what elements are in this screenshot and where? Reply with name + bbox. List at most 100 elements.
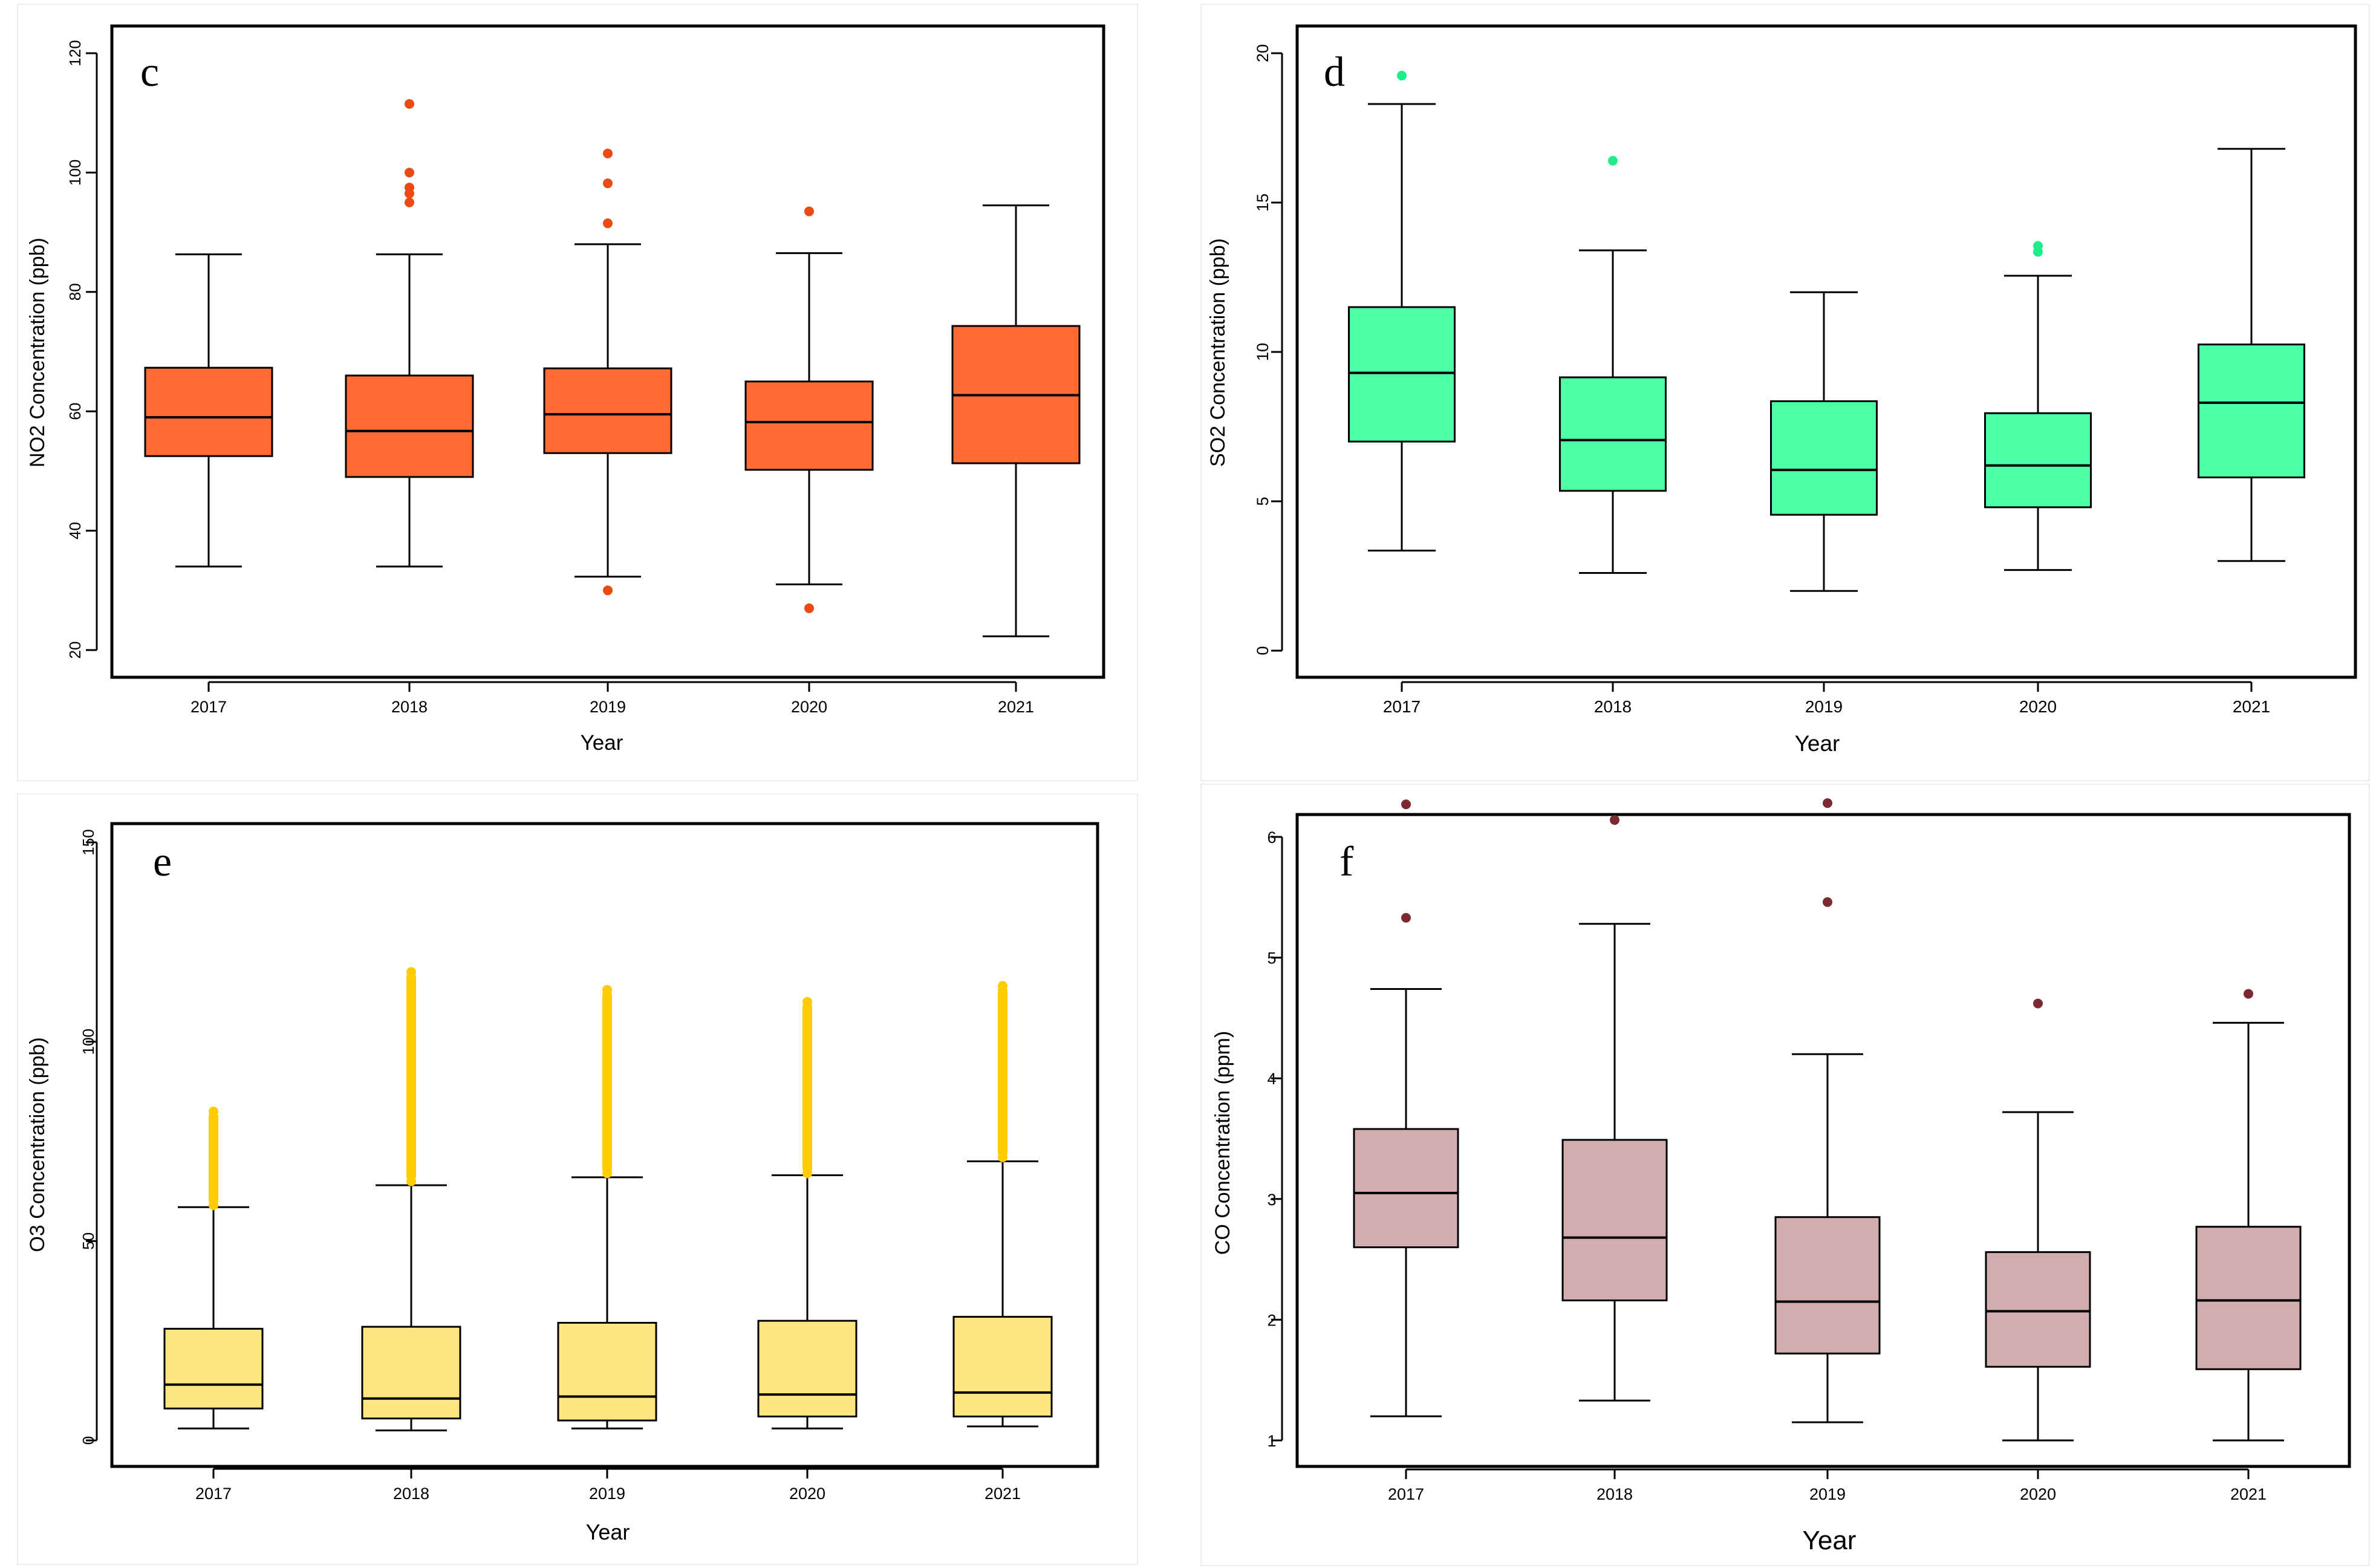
box-2020	[744, 206, 874, 613]
iqr-box	[543, 367, 672, 454]
outlier-point	[2244, 989, 2253, 999]
iqr-box	[1985, 1251, 2091, 1368]
iqr-box	[1559, 376, 1667, 492]
panel-letter-c: c	[140, 49, 159, 96]
x-tick-labels: 2017 2018 2019 2020 2021	[190, 698, 1034, 716]
iqr-box	[1353, 1128, 1459, 1249]
x-tick-labels: 2017 2018 2019 2020 2021	[1388, 1485, 2267, 1503]
outlier-point	[1401, 912, 1411, 923]
x-tick-label: 2021	[998, 698, 1034, 716]
x-tick-label: 2018	[1594, 697, 1632, 716]
y-tick-label: 60	[66, 403, 84, 420]
x-tick-label: 2019	[1805, 697, 1843, 716]
x-axis-label: Year	[1795, 731, 1840, 756]
panel-e-background	[17, 793, 1138, 1565]
x-axis-label: Year	[581, 731, 623, 755]
box-2018	[345, 99, 474, 568]
outlier-point	[1823, 798, 1832, 808]
box-2017	[144, 253, 273, 568]
outlier-point	[804, 603, 814, 613]
iqr-box	[1561, 1139, 1668, 1301]
x-tick-label: 2018	[391, 698, 428, 716]
x-tick-label: 2020	[791, 698, 827, 716]
x-tick-label: 2017	[195, 1485, 232, 1503]
y-tick-label: 5	[1254, 496, 1272, 506]
y-tick-label: 40	[66, 522, 84, 539]
x-tick-label: 2020	[2019, 697, 2057, 716]
iqr-box	[1774, 1216, 1881, 1355]
outlier-point	[603, 218, 613, 229]
box-2021	[2198, 148, 2305, 562]
plot-frame	[1295, 813, 2351, 1468]
outlier-streak	[998, 986, 1007, 1157]
box-2019	[1774, 798, 1881, 1423]
box-2018	[1561, 815, 1668, 1402]
x-tick-label: 2018	[1596, 1485, 1633, 1503]
iqr-box	[361, 1326, 461, 1420]
y-tick-label: 100	[66, 160, 84, 186]
y-axis-label: CO Concentration (ppm)	[1211, 1031, 1234, 1255]
outlier-point	[405, 197, 414, 207]
outlier-point	[405, 99, 414, 109]
box-2017	[1348, 71, 1456, 552]
x-tick-label: 2020	[789, 1485, 825, 1503]
x-tick-label: 2018	[393, 1485, 429, 1503]
y-tick-label: 10	[1254, 343, 1272, 361]
x-tick-labels: 2017 2018 2019 2020 2021	[1383, 697, 2270, 716]
y-axis-label: SO2 Concentration (ppb)	[1206, 238, 1229, 467]
outlier-point	[603, 585, 613, 596]
x-tick-label: 2021	[985, 1485, 1021, 1503]
iqr-box	[557, 1321, 657, 1422]
iqr-box	[2198, 343, 2305, 478]
iqr-box	[1984, 412, 2092, 509]
panel-letter-d: d	[1324, 49, 1345, 96]
x-tick-label: 2021	[2233, 697, 2270, 716]
iqr-box	[757, 1319, 858, 1417]
plot-frame	[110, 822, 1099, 1468]
box-2017	[1353, 799, 1459, 1417]
x-tick-label: 2017	[190, 698, 227, 716]
outlier-point	[1401, 799, 1411, 810]
outlier-point	[603, 178, 613, 189]
y-tick-labels: 1 2 3 4 5 6	[1267, 828, 1276, 1450]
iqr-box	[952, 1316, 1053, 1417]
iqr-box	[1348, 306, 1456, 443]
outlier-streak	[209, 1111, 218, 1205]
y-axis-label: NO2 Concentration (ppb)	[26, 238, 49, 467]
plot-frame	[110, 24, 1105, 679]
y-tick-labels: 0 5 10 15 20	[1254, 44, 1272, 656]
box-marks	[1271, 52, 2305, 692]
y-tick-label: 20	[66, 642, 84, 659]
x-tick-label: 2021	[2230, 1485, 2267, 1503]
x-tick-label: 2019	[1809, 1485, 1846, 1503]
y-tick-labels: 0 50 100 150	[79, 829, 97, 1445]
x-tick-label: 2019	[590, 698, 626, 716]
outlier-point	[405, 168, 414, 178]
x-tick-label: 2017	[1383, 697, 1421, 716]
outlier-point	[1823, 897, 1832, 907]
iqr-box	[345, 374, 474, 478]
iqr-box	[1770, 400, 1878, 516]
outlier-point	[804, 206, 814, 216]
box-2019	[1770, 291, 1878, 592]
panel-e: e O3 Concentration (ppb) Year 0 50 100 1…	[26, 822, 1099, 1544]
plot-frame	[1295, 24, 2357, 679]
y-tick-label: 120	[66, 40, 84, 66]
panel-c: c NO2 Concentration (ppb) Year 20 40 60 …	[26, 24, 1105, 755]
outlier-point	[1397, 71, 1407, 81]
outlier-point	[2033, 241, 2043, 251]
panel-f: f CO Concentration (ppm) Year 1 2 3 4 5 …	[1211, 798, 2351, 1555]
y-tick-label: 15	[1254, 194, 1272, 212]
iqr-box	[2195, 1226, 2302, 1370]
outlier-point	[405, 183, 414, 193]
x-tick-label: 2019	[589, 1485, 625, 1503]
panel-letter-e: e	[153, 839, 172, 885]
box-marks	[86, 52, 1081, 692]
panel-d: d SO2 Concentration (ppb) Year 0 5 10 15…	[1206, 24, 2357, 756]
y-tick-label: 80	[66, 283, 84, 301]
x-axis-label: Year	[1803, 1526, 1857, 1555]
y-tick-labels: 20 40 60 80 100 120	[66, 40, 84, 659]
iqr-box	[744, 380, 874, 471]
outlier-point	[1608, 155, 1618, 166]
